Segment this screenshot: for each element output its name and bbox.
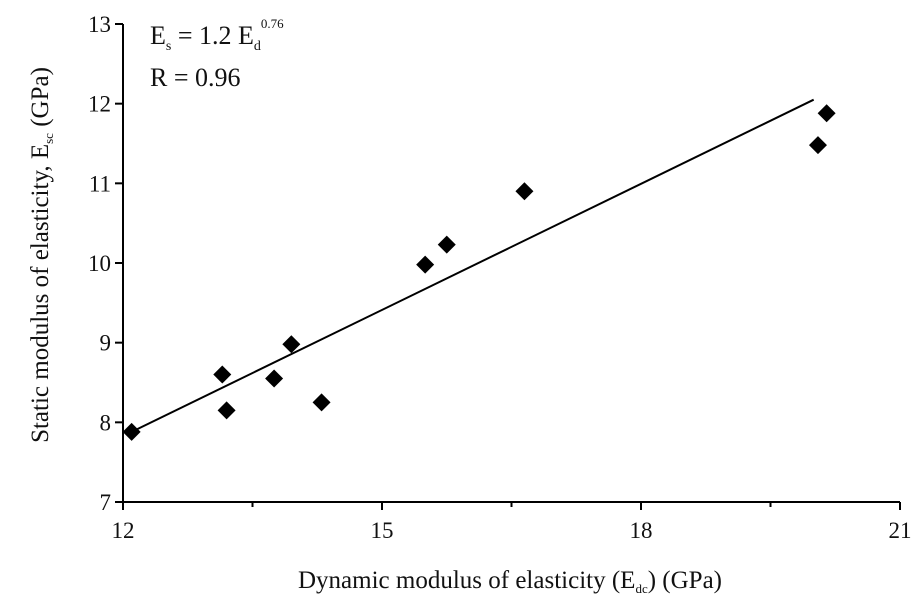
r-value-annotation: R = 0.96	[150, 63, 241, 92]
y-tick-label: 7	[100, 490, 112, 515]
data-point	[808, 136, 827, 155]
data-point	[312, 393, 331, 412]
equation-annotation: Es = 1.2 Ed0.76	[150, 16, 284, 54]
fit-line-group	[131, 98, 815, 433]
data-point	[515, 182, 534, 201]
y-tick-label: 11	[89, 171, 111, 196]
x-axis-title: Dynamic modulus of elasticity (Edc) (GPa…	[298, 567, 722, 596]
y-axis-title: Static modulus of elasticity, Esc (GPa)	[27, 67, 56, 443]
y-tick-label: 9	[100, 331, 112, 356]
data-point	[817, 104, 836, 123]
axes	[122, 24, 900, 503]
x-tick-label: 21	[889, 518, 911, 543]
data-point	[437, 235, 456, 254]
data-point	[416, 255, 435, 274]
fit-line	[131, 98, 815, 433]
x-tick-label: 12	[112, 518, 135, 543]
data-point	[217, 401, 236, 420]
y-tick-label: 12	[88, 92, 111, 117]
y-tick-label: 8	[100, 410, 112, 435]
tick-labels: 7 8 9 10 11 12 13 12 15 18 21	[88, 12, 911, 543]
tick-marks	[115, 23, 901, 510]
data-points	[122, 104, 836, 441]
data-point	[213, 365, 232, 384]
y-tick-label: 13	[88, 12, 111, 37]
x-tick-label: 15	[371, 518, 394, 543]
y-tick-label: 10	[88, 251, 111, 276]
x-tick-label: 18	[630, 518, 653, 543]
data-point	[122, 422, 141, 441]
data-point	[282, 335, 301, 354]
data-point	[265, 369, 284, 388]
